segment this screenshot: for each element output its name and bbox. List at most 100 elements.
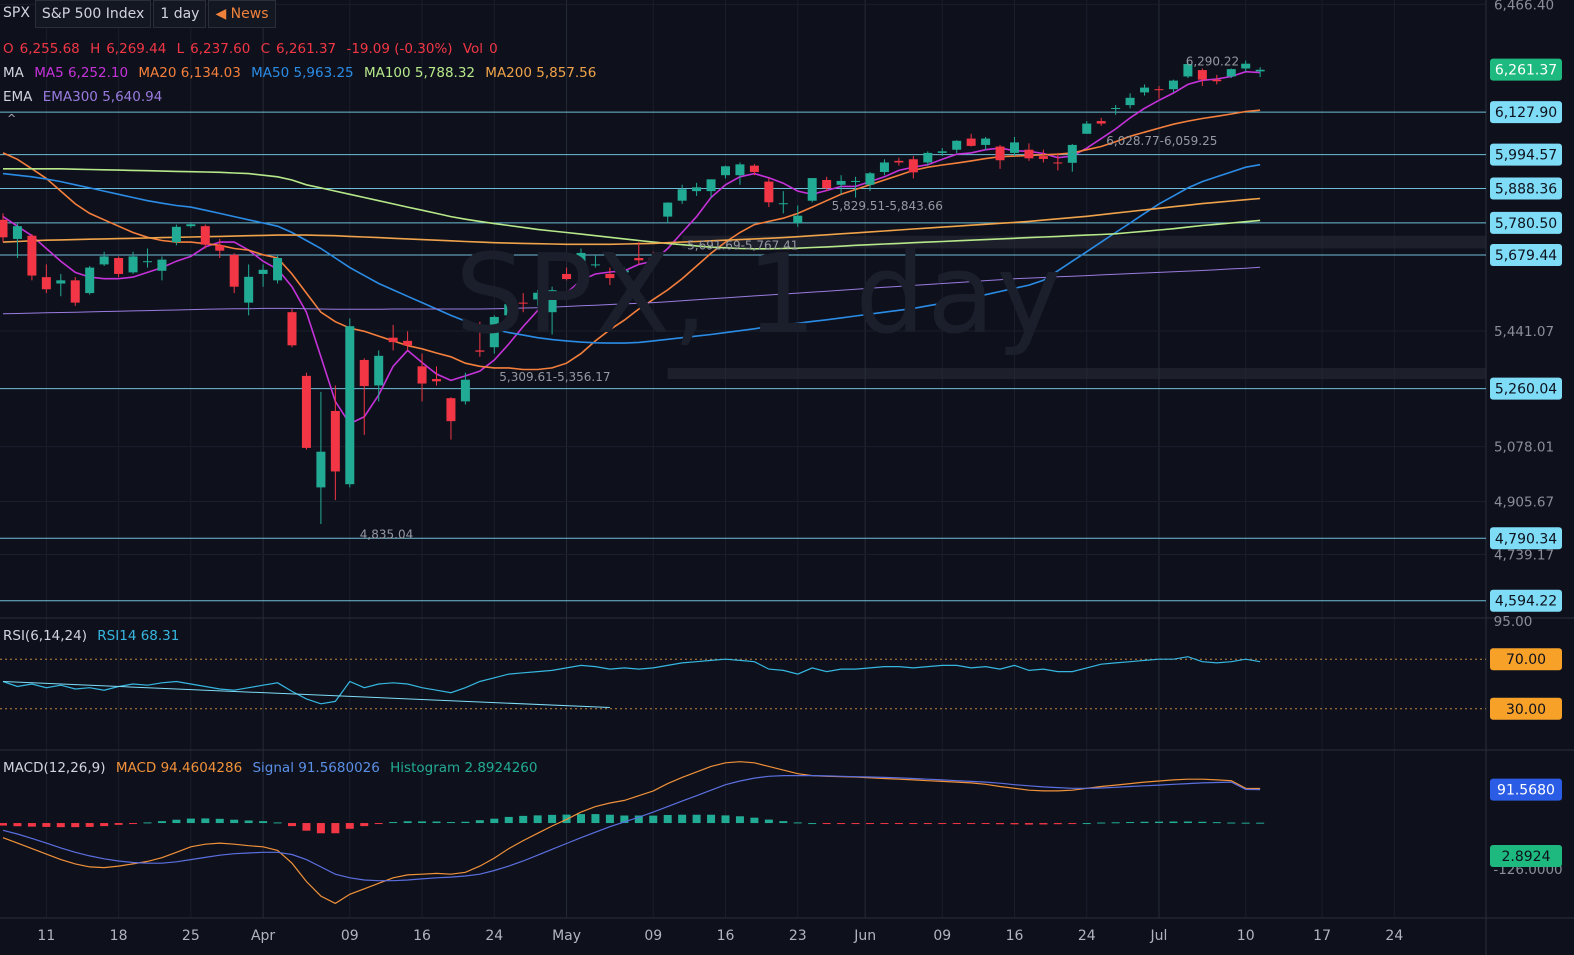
candle-body bbox=[403, 340, 413, 346]
candle-body bbox=[721, 166, 730, 176]
signal-value-label: 91.5680 bbox=[1497, 783, 1555, 799]
x-tick-label: 23 bbox=[789, 928, 807, 944]
watermark: SPX, 1 day bbox=[455, 230, 1064, 358]
candle-body bbox=[489, 316, 499, 348]
candle-body bbox=[995, 146, 1005, 161]
candle-body bbox=[562, 273, 572, 280]
candle-body bbox=[374, 355, 384, 386]
candle-body bbox=[1154, 89, 1164, 91]
candle-body bbox=[70, 280, 80, 303]
rsi-line bbox=[2, 656, 1261, 705]
x-tick-label: 18 bbox=[110, 928, 128, 944]
macd-histogram-bar bbox=[793, 822, 802, 824]
candle-body bbox=[576, 252, 586, 265]
candle-body bbox=[865, 173, 875, 185]
candle-body bbox=[1082, 123, 1092, 134]
candle-body bbox=[908, 159, 918, 173]
symbol-ticker: SPX bbox=[3, 5, 30, 21]
price-axis-label: 5,441.07 bbox=[1494, 324, 1554, 340]
candle-body bbox=[1125, 97, 1135, 106]
candle-body bbox=[85, 267, 95, 294]
macd-histogram-bar bbox=[663, 814, 672, 824]
candle-body bbox=[1096, 121, 1106, 124]
macd-histogram-bar bbox=[981, 823, 990, 825]
macd-histogram-bar bbox=[0, 823, 7, 826]
macd-histogram-bar bbox=[302, 823, 311, 831]
candle-body bbox=[590, 264, 600, 266]
candle-body bbox=[1010, 142, 1019, 153]
macd-histogram-bar bbox=[1068, 823, 1077, 825]
candle-body bbox=[114, 258, 124, 274]
candle-body bbox=[171, 226, 181, 243]
interval-button[interactable]: 1 day bbox=[153, 0, 207, 28]
price-annotation: 6,028.77-6,059.25 bbox=[1106, 134, 1217, 148]
x-tick-label: Jun bbox=[853, 928, 876, 944]
price-axis-label: 4,905.67 bbox=[1494, 495, 1554, 511]
macd-histogram-bar bbox=[1126, 822, 1135, 824]
price-annotation: 5,309.61-5,356.17 bbox=[499, 370, 610, 384]
rsi-level-label: 30.00 bbox=[1506, 702, 1546, 718]
macd-histogram-bar bbox=[1140, 821, 1149, 824]
ema-label: EMA bbox=[3, 89, 33, 105]
level-price-label: 4,790.34 bbox=[1495, 531, 1557, 547]
macd-histogram-bar bbox=[620, 815, 629, 824]
ema-legend[interactable]: EMA EMA300 5,640.94 bbox=[3, 89, 168, 105]
symbol-button[interactable]: SPX bbox=[0, 0, 33, 28]
macd-histogram-bar bbox=[475, 820, 484, 824]
level-price-label-bg bbox=[1490, 143, 1562, 166]
candle-body bbox=[1140, 87, 1150, 93]
candle-body bbox=[12, 226, 22, 239]
macd-histogram-bar bbox=[1183, 821, 1192, 824]
macd-histogram-bar bbox=[432, 821, 441, 824]
macd-histogram-bar bbox=[1169, 821, 1178, 824]
level-price-label: 4,594.22 bbox=[1495, 594, 1557, 610]
macd-histogram-bar bbox=[591, 814, 600, 824]
candle-body bbox=[981, 138, 991, 145]
price-axis-label: 5,078.01 bbox=[1494, 440, 1554, 456]
x-tick-label: 24 bbox=[485, 928, 503, 944]
ma-line-ema300 bbox=[2, 266, 1261, 315]
change-value: -19.09 (-0.30%) bbox=[346, 41, 453, 57]
macd-histogram-bar bbox=[288, 823, 296, 827]
x-tick-label: Apr bbox=[251, 928, 275, 944]
level-price-label: 5,994.57 bbox=[1495, 148, 1557, 164]
candle-body bbox=[1111, 107, 1121, 109]
macd-value: MACD 94.4604286 bbox=[115, 760, 243, 776]
rsi-title: RSI(6,14,24) bbox=[3, 628, 87, 644]
macd-histogram-bar bbox=[894, 823, 903, 825]
macd-histogram-bar bbox=[1111, 822, 1120, 824]
candle-body bbox=[692, 187, 702, 192]
open-label: O bbox=[3, 41, 14, 57]
candle-body bbox=[648, 258, 658, 262]
macd-histogram-bar bbox=[866, 823, 874, 825]
candle-body bbox=[1024, 149, 1034, 159]
level-price-label-bg bbox=[1490, 589, 1562, 612]
macd-histogram-bar bbox=[446, 822, 455, 824]
candle-body bbox=[1255, 69, 1265, 72]
candle-body bbox=[547, 290, 557, 313]
candle-body bbox=[663, 202, 673, 217]
news-button[interactable]: ◀ News bbox=[208, 0, 276, 28]
macd-histogram-bar bbox=[779, 821, 788, 824]
macd-title: MACD(12,26,9) bbox=[3, 760, 106, 776]
last-price-label-bg bbox=[1490, 58, 1562, 81]
collapse-legend-icon[interactable]: ^ bbox=[7, 112, 17, 125]
macd-histogram-bar bbox=[316, 823, 325, 834]
candle-body bbox=[460, 379, 470, 402]
macd-histogram-bar bbox=[967, 823, 976, 825]
macd-histogram-bar bbox=[129, 823, 138, 825]
macd-legend[interactable]: MACD(12,26,9) MACD 94.4604286 Signal 91.… bbox=[3, 760, 543, 776]
news-label: News bbox=[230, 6, 269, 22]
symbol-name-button[interactable]: S&P 500 Index bbox=[34, 0, 152, 28]
histogram-value: Histogram 2.8924260 bbox=[390, 760, 538, 776]
level-price-label: 5,780.50 bbox=[1495, 216, 1557, 232]
candle-body bbox=[764, 181, 774, 203]
candle-body bbox=[475, 350, 485, 352]
ma-legend[interactable]: MA MA5 6,252.10 MA20 6,134.03 MA50 5,963… bbox=[3, 65, 602, 81]
macd-histogram-bar bbox=[851, 823, 860, 825]
x-tick-label: 24 bbox=[1078, 928, 1096, 944]
candle-body bbox=[937, 151, 947, 153]
rsi-legend[interactable]: RSI(6,14,24) RSI14 68.31 bbox=[3, 628, 185, 644]
x-tick-label: 16 bbox=[717, 928, 735, 944]
